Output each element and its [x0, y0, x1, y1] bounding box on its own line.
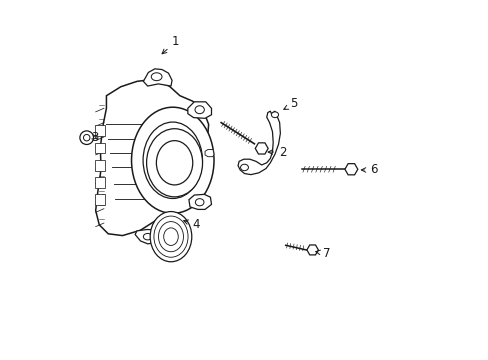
- Bar: [95, 177, 105, 188]
- Bar: [95, 126, 105, 136]
- Text: 4: 4: [183, 218, 200, 231]
- Bar: [95, 194, 105, 205]
- Ellipse shape: [131, 107, 214, 213]
- Polygon shape: [135, 229, 161, 244]
- Polygon shape: [204, 149, 214, 157]
- Ellipse shape: [271, 112, 278, 118]
- Polygon shape: [238, 111, 280, 175]
- Polygon shape: [306, 245, 318, 255]
- Ellipse shape: [143, 233, 152, 240]
- Bar: [95, 143, 105, 153]
- Polygon shape: [255, 143, 267, 154]
- Text: 5: 5: [283, 98, 297, 111]
- Text: 7: 7: [315, 247, 330, 260]
- Ellipse shape: [80, 131, 93, 144]
- Ellipse shape: [83, 134, 90, 141]
- Polygon shape: [344, 164, 357, 175]
- Bar: [95, 160, 105, 171]
- Text: 3: 3: [91, 131, 98, 144]
- Polygon shape: [96, 80, 208, 235]
- Text: 1: 1: [162, 35, 179, 54]
- Ellipse shape: [146, 129, 202, 197]
- Ellipse shape: [150, 212, 191, 262]
- Text: 2: 2: [267, 145, 286, 158]
- Ellipse shape: [163, 228, 178, 246]
- Ellipse shape: [154, 216, 188, 257]
- Polygon shape: [188, 194, 211, 210]
- Ellipse shape: [240, 164, 248, 171]
- Text: 6: 6: [361, 163, 377, 176]
- Ellipse shape: [195, 199, 203, 206]
- Ellipse shape: [151, 73, 162, 81]
- Polygon shape: [143, 69, 172, 86]
- Ellipse shape: [143, 122, 202, 198]
- Ellipse shape: [156, 141, 192, 185]
- Polygon shape: [187, 102, 211, 118]
- Ellipse shape: [158, 222, 183, 252]
- Ellipse shape: [195, 106, 204, 114]
